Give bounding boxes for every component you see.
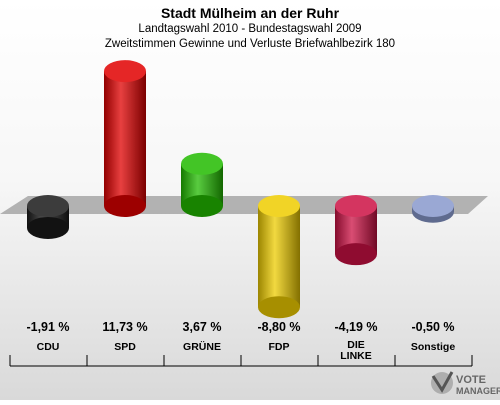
bar-fdp-bottom (258, 296, 300, 319)
chart-header: Stadt Mülheim an der Ruhr Landtagswahl 2… (0, 0, 500, 52)
bar-spd-bottom (104, 195, 146, 217)
category-label-3: FDP (269, 341, 290, 353)
chart-subtitle-2: Zweitstimmen Gewinne und Verluste Briefw… (104, 38, 396, 50)
vote-manager-logo: VOTE MANAGER (428, 366, 500, 400)
bar-die-linke-bottom (335, 243, 377, 266)
category-label-4-0: DIE (347, 339, 365, 351)
chart-subtitle-1: Landtagswahl 2010 - Bundestagswahl 2009 (138, 23, 362, 35)
category-label-1: SPD (114, 341, 136, 353)
value-label-3: -8,80 % (257, 320, 300, 334)
category-label-4-1: LINKE (340, 350, 372, 362)
category-label-2: GRÜNE (183, 340, 221, 353)
value-label-4: -4,19 % (334, 320, 377, 334)
value-label-5: -0,50 % (411, 320, 454, 334)
bar-cdu-top (27, 195, 69, 217)
bar-grüne-top (181, 152, 223, 175)
bar-cdu-bottom (27, 216, 69, 239)
bar-spd-top (104, 60, 146, 83)
value-label-2: 3,67 % (183, 320, 222, 334)
category-label-0: CDU (37, 341, 60, 353)
bar-grüne-bottom (181, 195, 223, 217)
logo-line-1: VOTE (456, 374, 486, 386)
bar-fdp-top (258, 195, 300, 217)
bar-sonstige-top (412, 195, 454, 217)
bar-spd-body (104, 71, 146, 206)
category-label-5: Sonstige (411, 341, 455, 353)
bar-fdp-body (258, 206, 300, 308)
value-label-0: -1,91 % (26, 320, 69, 334)
bar-die-linke-top (335, 195, 377, 217)
value-label-1: 11,73 % (102, 320, 147, 334)
chart-title: Stadt Mülheim an der Ruhr (160, 5, 340, 21)
logo-line-2: MANAGER (456, 386, 500, 396)
